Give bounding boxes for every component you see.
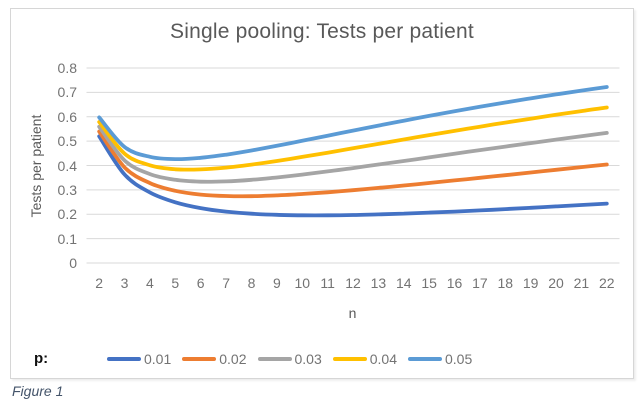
legend-label: 0.05 [445, 351, 473, 367]
x-tick-label: 22 [599, 275, 615, 291]
plot-area [86, 67, 620, 264]
legend-line-swatch [257, 356, 292, 362]
y-tick-label: 0.6 [57, 108, 77, 125]
legend-item: 0.04 [332, 351, 397, 367]
chart-frame: Single pooling: Tests per patient Tests … [10, 8, 634, 379]
series-line-p-0.04 [97, 105, 609, 172]
y-tick-label: 0.3 [57, 181, 77, 198]
x-tick-label: 14 [395, 275, 412, 291]
legend-line-swatch [408, 356, 442, 362]
x-tick-label: 11 [320, 275, 335, 291]
x-tick-label: 8 [247, 275, 256, 291]
legend-label: 0.03 [294, 351, 322, 367]
x-tick-label: 15 [421, 275, 437, 291]
y-tick-label: 0.2 [57, 206, 77, 223]
y-tick-label: 0.5 [57, 133, 77, 150]
legend-label: 0.02 [219, 351, 247, 367]
legend-line-swatch [182, 356, 217, 362]
figure-caption: Figure 1 [12, 383, 64, 399]
series-line-p-0.02 [97, 129, 609, 199]
y-tick-label: 0 [69, 255, 77, 271]
legend-label: 0.01 [144, 351, 172, 367]
x-tick-label: 3 [120, 275, 129, 291]
x-tick-label: 12 [345, 275, 361, 291]
x-tick-label: 4 [146, 275, 154, 291]
legend-item: 0.05 [408, 351, 472, 367]
series-line-p-0.03 [97, 124, 609, 184]
x-tick-label: 6 [196, 275, 205, 291]
y-tick-label: 0.8 [57, 60, 77, 76]
series-line-p-0.05 [97, 85, 609, 162]
legend-prefix: p: [34, 350, 49, 367]
y-tick-label: 0.7 [57, 84, 77, 101]
x-tick-label: 7 [222, 275, 230, 291]
legend-line-swatch [332, 356, 367, 362]
legend-item: 0.02 [182, 351, 247, 367]
x-tick-label: 16 [446, 275, 463, 291]
x-tick-label: 17 [472, 275, 488, 291]
y-tick-label: 0.4 [57, 157, 77, 174]
legend: p: 0.01 0.02 0.03 0.04 0.05 [11, 349, 633, 369]
x-tick-label: 18 [497, 275, 514, 291]
chart-title: Single pooling: Tests per patient [170, 20, 474, 43]
x-axis-title: n [348, 305, 357, 321]
y-tick-label: 0.1 [57, 230, 77, 247]
series-line-p-0.01 [97, 134, 609, 218]
legend-item: 0.01 [107, 351, 171, 367]
legend-items: 0.01 0.02 0.03 0.04 0.05 [107, 349, 472, 369]
x-tick-label: 20 [548, 275, 564, 291]
x-tick-label: 21 [573, 275, 590, 291]
x-tick-label: 5 [171, 275, 180, 291]
legend-line-swatch [107, 356, 141, 362]
x-tick-label: 2 [95, 275, 104, 291]
x-tick-label: 19 [522, 275, 539, 291]
x-tick-label: 10 [294, 275, 311, 291]
x-tick-label: 9 [272, 275, 281, 291]
legend-label: 0.04 [369, 351, 397, 367]
legend-item: 0.03 [257, 351, 322, 367]
x-tick-label: 13 [370, 275, 387, 291]
